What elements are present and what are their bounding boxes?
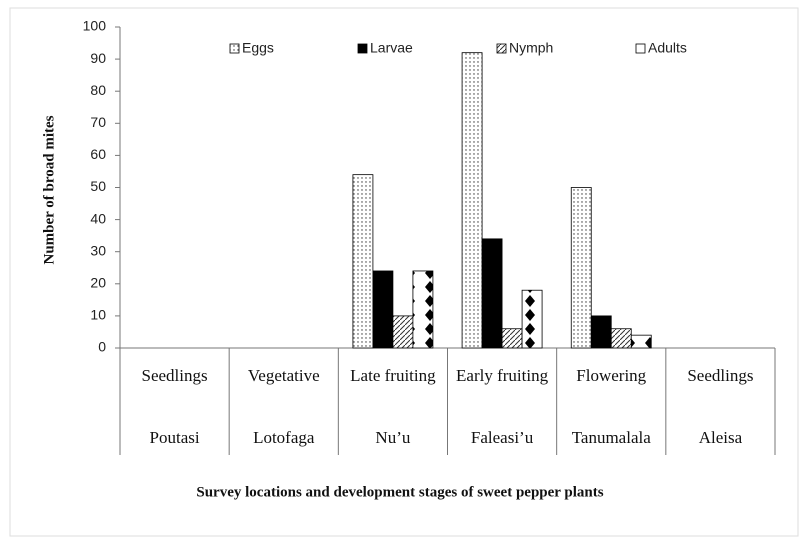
legend-swatch [229, 43, 240, 54]
bar [630, 334, 652, 349]
bar [372, 270, 394, 349]
bar [590, 315, 612, 349]
y-tick-label: 90 [90, 50, 106, 66]
y-tick-label: 60 [90, 146, 106, 162]
y-tick-label: 70 [90, 114, 106, 130]
x-tick-label: Early fruiting [456, 366, 549, 385]
location-label: Nu’u [375, 428, 411, 447]
bar [570, 187, 592, 349]
frame [9, 7, 799, 537]
legend-label: Adults [648, 40, 687, 56]
bar [392, 315, 414, 349]
location-label: Lotofaga [253, 428, 315, 447]
x-axis-title: Survey locations and development stages … [196, 484, 603, 500]
y-tick-label: 10 [90, 307, 106, 323]
location-label: Tanumalala [571, 428, 651, 447]
x-tick-label: Flowering [576, 366, 647, 385]
y-tick-label: 20 [90, 275, 106, 291]
bar [481, 238, 503, 349]
location-label: Poutasi [149, 428, 200, 447]
x-tick-label: Vegetative [247, 366, 320, 385]
bar [521, 289, 543, 349]
x-tick-label: Seedlings [141, 366, 208, 385]
legend-swatch [357, 43, 368, 54]
legend-swatch [496, 43, 507, 54]
x-tick-label: Late fruiting [350, 366, 436, 385]
bar [352, 174, 374, 349]
x-tick-label: Seedlings [687, 366, 754, 385]
bar [412, 270, 434, 349]
y-tick-label: 0 [98, 339, 106, 355]
location-label: Aleisa [698, 428, 743, 447]
bar [461, 52, 483, 349]
legend-label: Eggs [242, 40, 274, 56]
legend-label: Nymph [509, 40, 553, 56]
y-axis-title: Number of broad mites [41, 115, 57, 264]
y-tick-label: 100 [83, 18, 107, 34]
y-tick-label: 50 [90, 178, 106, 194]
y-tick-label: 80 [90, 82, 106, 98]
location-label: Faleasi’u [470, 428, 534, 447]
y-tick-label: 30 [90, 242, 106, 258]
legend-label: Larvae [370, 40, 413, 56]
bar [501, 328, 523, 349]
bar [610, 328, 632, 349]
legend-swatch [635, 43, 646, 54]
y-tick-label: 40 [90, 210, 106, 226]
